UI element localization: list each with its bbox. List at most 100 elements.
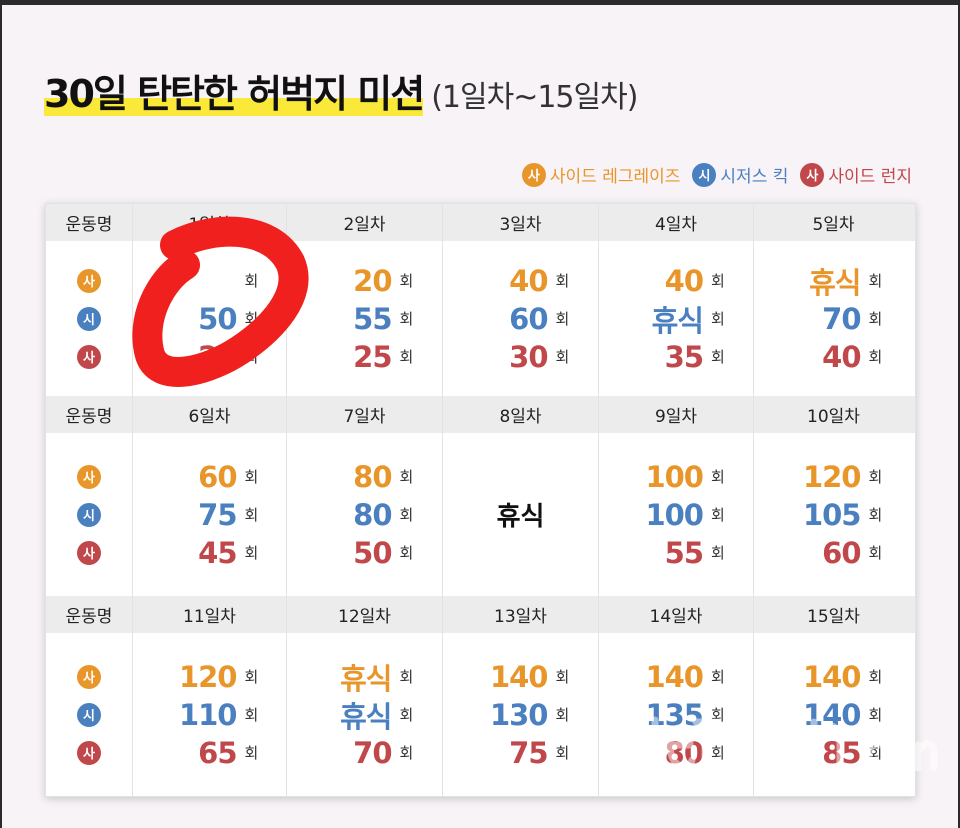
rep-unit: 회 bbox=[244, 468, 259, 486]
day-cell: 40 회 휴식 회 35 회 bbox=[598, 241, 753, 396]
rep-line: 40 회 bbox=[468, 262, 574, 300]
rep-line: 80 회 bbox=[312, 458, 418, 496]
rep-count: 80 bbox=[664, 735, 704, 770]
rep-unit: 회 bbox=[399, 706, 414, 724]
page: 30일 탄탄한 허벅지 미션 (1일차~15일차) 사 사이드 레그레이즈 시 시저스 … bbox=[2, 5, 958, 828]
rep-line: 20 회 bbox=[157, 338, 263, 376]
rep-unit: 회 bbox=[868, 544, 883, 562]
day-header: 2일차 bbox=[286, 204, 442, 241]
rep-line: 60 회 bbox=[468, 300, 574, 338]
rep-unit: 회 bbox=[244, 744, 259, 762]
day-cell: 휴식 회 휴식 회 70 회 bbox=[286, 633, 442, 796]
rep-unit: 회 bbox=[555, 668, 570, 686]
rep-unit: 회 bbox=[399, 310, 414, 328]
day-cell: 20 회 55 회 25 회 bbox=[286, 241, 442, 396]
day-cell: 80 회 80 회 50 회 bbox=[286, 433, 442, 596]
rep-line: 100 회 bbox=[623, 496, 729, 534]
rep-unit: 회 bbox=[868, 506, 883, 524]
header: 30일 탄탄한 허벅지 미션 (1일차~15일차) bbox=[44, 63, 638, 118]
rep-line: 140 회 bbox=[781, 696, 887, 734]
rep-line: 휴식 회 bbox=[623, 300, 729, 338]
exercise-badge-icon: 사 bbox=[77, 740, 101, 765]
rep-line: 120 회 bbox=[781, 458, 887, 496]
rep-line: 55 회 bbox=[623, 534, 729, 572]
rep-unit: 회 bbox=[555, 348, 570, 366]
exercise-badge-icon: 시 bbox=[77, 502, 101, 527]
rep-unit: 회 bbox=[868, 668, 883, 686]
badge-line: 시 bbox=[77, 696, 101, 734]
rep-count: 100 bbox=[645, 459, 704, 494]
legend-item: 사 사이드 레그레이즈 bbox=[521, 162, 681, 187]
table-row: 사 시 사 60 회 75 회 45 회 80 회 80 회 50 회 휴식 100 회 100 회 55 회 120 회 10… bbox=[46, 433, 915, 596]
exercise-name-header: 운동명 bbox=[65, 215, 113, 235]
rep-unit: 회 bbox=[711, 544, 725, 562]
page-title: 30일 탄탄한 허벅지 미션 bbox=[44, 63, 425, 118]
rep-count: 140 bbox=[802, 697, 862, 732]
rep-unit: 회 bbox=[244, 506, 259, 524]
rep-unit: 회 bbox=[399, 668, 414, 686]
day-header: 12일차 bbox=[286, 596, 442, 633]
day-header: 5일차 bbox=[753, 204, 913, 241]
rep-line: 회 bbox=[157, 262, 263, 300]
rep-unit: 회 bbox=[244, 348, 259, 366]
day-cell: 120 회 110 회 65 회 bbox=[132, 633, 286, 796]
rep-count: 40 bbox=[509, 263, 548, 298]
rep-count: 75 bbox=[509, 735, 548, 770]
rep-count: 140 bbox=[489, 659, 549, 694]
badge-line: 사 bbox=[77, 338, 101, 376]
rep-unit: 회 bbox=[399, 468, 414, 486]
rep-count: 60 bbox=[509, 301, 548, 336]
rep-count: 70 bbox=[822, 301, 861, 336]
day-header: 9일차 bbox=[598, 396, 753, 433]
rep-line: 85 회 bbox=[781, 734, 887, 772]
rep-count: 55 bbox=[664, 535, 704, 570]
exercise-badge-icon: 시 bbox=[77, 702, 101, 727]
rep-line: 50 회 bbox=[312, 534, 418, 572]
rep-line: 130 회 bbox=[468, 696, 574, 734]
rep-unit: 회 bbox=[711, 668, 725, 686]
day-cell: 회 50 회 20 회 bbox=[132, 241, 286, 396]
rep-line: 휴식 회 bbox=[312, 696, 418, 734]
rep-unit: 회 bbox=[868, 468, 883, 486]
day-header: 1일차 bbox=[132, 204, 286, 241]
rep-line: 100 회 bbox=[623, 458, 729, 496]
exercise-badge-icon: 시 bbox=[692, 162, 717, 187]
rep-line: 60 회 bbox=[781, 534, 887, 572]
mission-table: 운동명 1일차 2일차 3일차 4일차 5일차 사 시 사 회 50 회 20 회 20 회 55 회 25 회 40 회… bbox=[45, 203, 916, 797]
day-header: 7일차 bbox=[286, 396, 442, 433]
rep-count: 25 bbox=[353, 339, 392, 374]
rep-unit: 회 bbox=[555, 272, 570, 290]
rep-line: 35 회 bbox=[623, 338, 729, 376]
day-header: 8일차 bbox=[442, 396, 598, 433]
rep-count: 65 bbox=[198, 735, 237, 770]
rep-count: 휴식 bbox=[340, 699, 392, 734]
rep-line: 75 회 bbox=[157, 496, 263, 534]
rep-line: 휴식 회 bbox=[312, 658, 418, 696]
rep-line: 20 회 bbox=[312, 262, 418, 300]
exercise-name-header: 운동명 bbox=[65, 607, 113, 627]
page-subtitle: (1일차~15일차) bbox=[431, 80, 638, 115]
rep-count: 75 bbox=[198, 497, 237, 532]
rep-line: 135 회 bbox=[623, 696, 729, 734]
exercise-badge-icon: 사 bbox=[800, 162, 825, 187]
rep-count: 120 bbox=[802, 459, 862, 494]
rep-count: 20 bbox=[198, 339, 237, 374]
rep-unit: 회 bbox=[555, 706, 570, 724]
rep-count: 85 bbox=[822, 735, 861, 770]
rep-line: 70 회 bbox=[781, 300, 887, 338]
day-cell: 휴식 bbox=[442, 433, 598, 596]
exercise-badge-icon: 사 bbox=[77, 344, 101, 369]
rep-count: 140 bbox=[645, 659, 704, 694]
rep-line: 120 회 bbox=[157, 658, 263, 696]
rep-count: 50 bbox=[198, 301, 237, 336]
legend-label: 사이드 레그레이즈 bbox=[549, 167, 681, 187]
rep-count: 휴식 bbox=[651, 303, 704, 338]
rep-line: 휴식 회 bbox=[781, 262, 887, 300]
exercise-badge-icon: 사 bbox=[521, 162, 546, 187]
exercise-badge-icon: 사 bbox=[77, 540, 101, 565]
rep-unit: 회 bbox=[555, 744, 570, 762]
legend: 사 사이드 레그레이즈 시 시저스 킥 사 사이드 런지 bbox=[521, 162, 912, 187]
rep-count: 100 bbox=[645, 497, 704, 532]
rep-line: 140 회 bbox=[468, 658, 574, 696]
